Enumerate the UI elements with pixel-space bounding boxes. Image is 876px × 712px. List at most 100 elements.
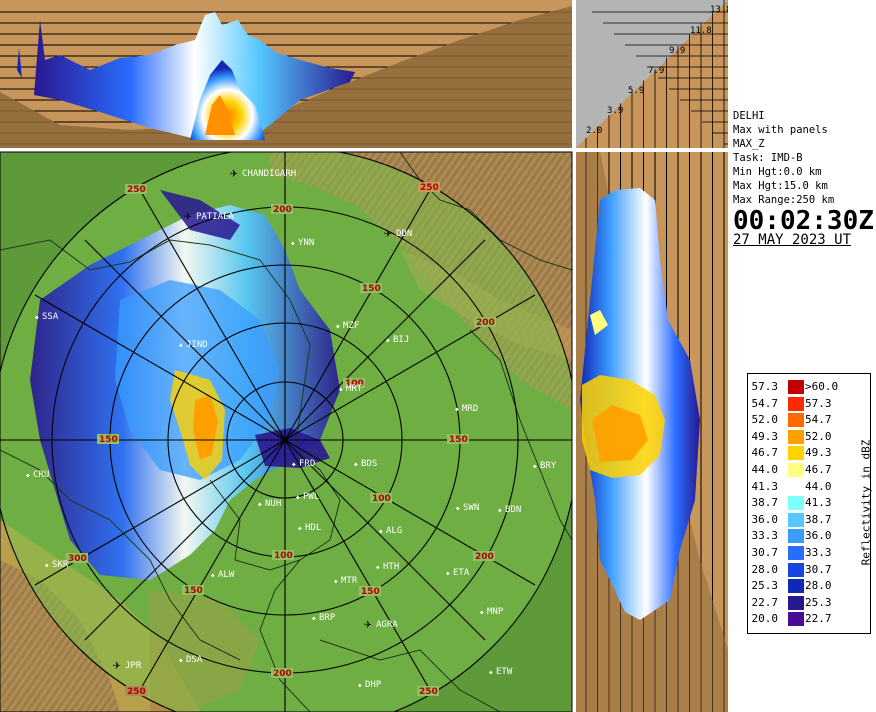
place-label: JPR: [125, 661, 142, 671]
place-label: BDN: [505, 505, 521, 515]
top-cross-section-panel: [0, 0, 572, 148]
legend-title: Reflectivity in dBZ: [859, 439, 873, 566]
product-code: MAX_Z: [733, 138, 765, 150]
place-label: SKR: [52, 560, 69, 570]
height-scale-label: 13.8: [710, 5, 732, 15]
legend-row: 33.3 36.0: [748, 528, 853, 544]
legend-low-value: 44.0: [751, 463, 779, 476]
svg-text:150: 150: [449, 435, 468, 445]
legend-low-value: 22.7: [751, 595, 779, 609]
place-mrd: ◆ MRD: [455, 404, 478, 414]
range-label-150-s: 150: [359, 586, 381, 597]
legend-low-value: 33.3: [751, 529, 779, 543]
place-pwl: ◆ PWL: [296, 492, 319, 502]
station-name: DELHI: [733, 110, 765, 122]
legend-color-swatch: [788, 396, 804, 411]
place-hdl: ◆ HDL: [298, 523, 321, 533]
town-marker-icon: ◆: [291, 240, 295, 247]
place-label: DDN: [396, 229, 412, 239]
town-marker-icon: ◆: [258, 501, 262, 508]
town-marker-icon: ◆: [298, 525, 302, 532]
place-mtr: ◆ MTR: [334, 576, 358, 586]
place-jind: ◆ JIND: [179, 340, 208, 350]
legend-color-swatch: [788, 413, 804, 428]
legend-row: 54.7 57.3: [748, 396, 853, 412]
town-marker-icon: ◆: [354, 461, 358, 468]
legend-color-swatch: [788, 446, 804, 461]
place-agra: ✈ AGRA: [364, 617, 398, 632]
svg-text:150: 150: [361, 587, 380, 597]
legend-row: 38.7 41.3: [748, 495, 853, 511]
svg-text:100: 100: [372, 494, 391, 504]
svg-text:300: 300: [68, 554, 87, 564]
max-height: Max Hgt:15.0 km: [733, 180, 828, 192]
legend-color-swatch: [788, 429, 804, 444]
range-label-200-e: 200: [474, 317, 496, 328]
place-chandigarh: ✈ CHANDIGARH: [230, 166, 296, 181]
task-label: Task: IMD-B: [733, 152, 803, 164]
place-dsa: ◆ DSA: [179, 655, 203, 665]
legend-row: 49.3 52.0: [748, 429, 853, 445]
town-marker-icon: ◆: [489, 669, 493, 676]
svg-text:200: 200: [476, 318, 495, 328]
place-alg: ◆ ALG: [379, 526, 402, 536]
svg-text:100: 100: [345, 379, 364, 389]
place-label: MRT: [346, 384, 363, 394]
place-label: FRD: [299, 459, 315, 469]
range-label-200-s: 200: [271, 668, 293, 679]
svg-text:250: 250: [419, 687, 438, 697]
observation-time: 00:02:30Z: [733, 206, 874, 236]
town-marker-icon: ◆: [179, 657, 183, 664]
legend-high-value: 54.7: [805, 413, 832, 427]
place-bds: ◆ BDS: [354, 459, 377, 469]
legend-high-value: 38.7: [805, 512, 832, 526]
place-label: ETA: [453, 568, 470, 578]
range-label-200-n: 200: [271, 204, 293, 215]
legend-low-value: 46.7: [751, 446, 779, 460]
legend-high-value: 52.0: [805, 429, 832, 443]
svg-text:150: 150: [362, 284, 381, 294]
reflectivity-legend: 57.3 >60.0 54.7 57.3 52.0 54.7 49.3 52.0 46.7 49.…: [747, 373, 873, 634]
range-label-150-e: 150: [447, 434, 469, 445]
range-label-250-nw: 250: [125, 184, 147, 195]
svg-text:250: 250: [127, 185, 146, 195]
height-scale-label: 2.0: [586, 126, 602, 136]
legend-low-value: 25.3: [751, 579, 779, 593]
place-label: PATIALA: [196, 212, 235, 222]
legend-color-swatch: [788, 496, 804, 511]
legend-low-value: 57.3: [751, 380, 779, 393]
place-label: YNN: [298, 238, 314, 248]
legend-high-value: 25.3: [805, 595, 832, 609]
product-name: Max with panels: [733, 124, 828, 136]
town-marker-icon: ◆: [179, 342, 183, 349]
range-label-250-ne: 250: [418, 182, 440, 193]
airport-icon: ✈: [184, 209, 192, 224]
legend-color-swatch: [788, 595, 804, 610]
town-marker-icon: ◆: [456, 505, 460, 512]
town-marker-icon: ◆: [386, 337, 390, 344]
legend-low-value: 41.3: [751, 479, 779, 493]
height-scale-label: 7.9: [648, 66, 664, 76]
legend-high-value: 36.0: [805, 529, 832, 543]
height-scale-label: 11.8: [690, 26, 712, 36]
svg-text:200: 200: [273, 669, 292, 679]
legend-low-value: 36.0: [751, 512, 779, 526]
max-range: Max Range:250 km: [733, 194, 835, 206]
place-etw: ◆ ETW: [489, 667, 513, 677]
place-label: CRU: [33, 470, 49, 480]
place-label: AGRA: [376, 620, 398, 630]
place-label: BRP: [319, 613, 336, 623]
legend-color-swatch: [788, 612, 804, 627]
legend-row: 22.7 25.3: [748, 595, 853, 611]
range-label-100-ne: 100: [343, 378, 365, 389]
town-marker-icon: ◆: [26, 472, 30, 479]
place-label: CHANDIGARH: [242, 169, 296, 179]
place-ynn: ◆ YNN: [291, 238, 314, 248]
range-label-300-w: 300: [66, 553, 88, 564]
legend-high-value: >60.0: [805, 380, 839, 393]
town-marker-icon: ◆: [376, 564, 380, 571]
airport-icon: ✈: [384, 226, 392, 241]
legend-row: 44.0 46.7: [748, 462, 853, 478]
place-brp: ◆ BRP: [312, 613, 336, 623]
legend-low-value: 38.7: [751, 496, 779, 510]
